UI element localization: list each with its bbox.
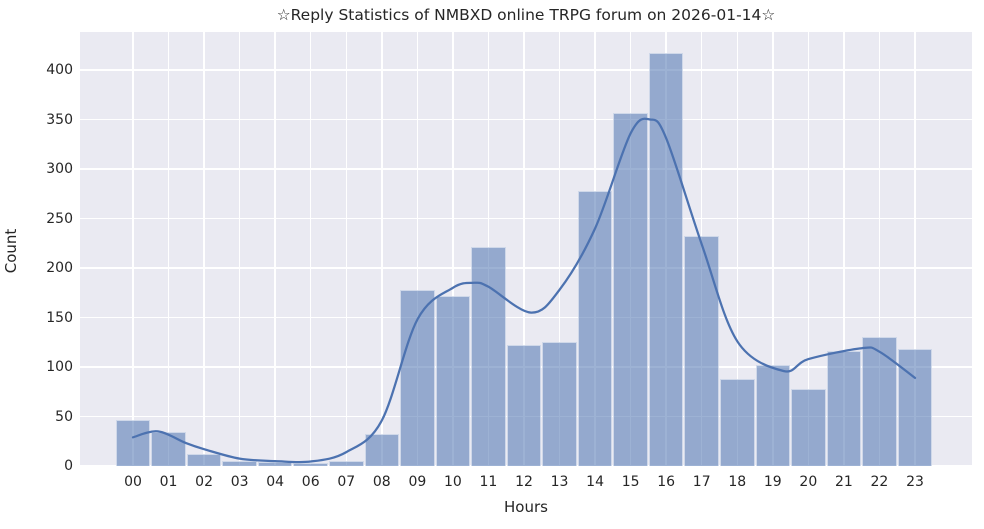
y-tick-400: 400 xyxy=(46,62,73,78)
gridline-v-04 xyxy=(274,32,276,466)
y-tick-50: 50 xyxy=(55,408,73,425)
bar-hour-10 xyxy=(435,295,471,466)
x-tick-13: 13 xyxy=(550,474,569,490)
bar-hour-02 xyxy=(186,454,222,466)
x-tick-16: 16 xyxy=(657,474,676,490)
gridline-v-07 xyxy=(345,32,347,466)
bar-hour-08 xyxy=(364,434,400,466)
gridline-v-13 xyxy=(558,32,561,466)
bar-hour-16 xyxy=(648,53,684,466)
gridline-v-12 xyxy=(523,32,525,466)
gridline-v-09 xyxy=(416,32,419,466)
x-tick-06: 06 xyxy=(301,474,320,490)
gridline-h-350 xyxy=(80,118,972,121)
y-tick-200: 200 xyxy=(46,260,73,276)
kde-curve-path xyxy=(131,117,917,464)
gridline-h-200 xyxy=(80,267,972,269)
gridline-v-08 xyxy=(381,32,383,466)
kde-curve xyxy=(131,117,917,464)
bar-hour-07 xyxy=(328,461,364,466)
bar-hour-06 xyxy=(293,463,329,466)
x-tick-15: 15 xyxy=(621,474,640,490)
gridline-v-23 xyxy=(914,32,916,466)
bar-hour-15 xyxy=(613,112,648,466)
bar-hour-12 xyxy=(506,345,542,466)
x-tick-00: 00 xyxy=(124,474,142,490)
x-tick-17: 17 xyxy=(692,474,711,490)
y-tick-150: 150 xyxy=(46,309,73,326)
y-tick-300: 300 xyxy=(46,161,73,177)
x-tick-04: 04 xyxy=(266,474,285,490)
gridline-v-22 xyxy=(878,32,881,466)
gridline-v-19 xyxy=(772,32,774,466)
bar-hour-19 xyxy=(755,365,791,466)
gridline-v-10 xyxy=(452,32,454,466)
x-tick-01: 01 xyxy=(159,474,178,490)
x-tick-14: 14 xyxy=(586,474,604,490)
x-tick-22: 22 xyxy=(870,474,889,490)
bar-hour-18 xyxy=(719,378,755,466)
gridline-v-02 xyxy=(203,32,205,466)
bar-hour-21 xyxy=(826,351,862,466)
bar-hour-17 xyxy=(684,236,719,466)
bar-hour-01 xyxy=(151,432,186,466)
x-tick-23: 23 xyxy=(906,474,924,490)
x-tick-08: 08 xyxy=(372,474,391,490)
x-tick-11: 11 xyxy=(479,474,498,490)
bar-hour-00 xyxy=(115,420,151,466)
y-axis-label: Count xyxy=(2,228,20,274)
gridline-v-00 xyxy=(132,32,134,466)
bar-hour-04 xyxy=(257,462,293,466)
bar-hour-13 xyxy=(542,342,577,466)
gridline-v-20 xyxy=(807,32,810,466)
x-tick-09: 09 xyxy=(408,474,427,490)
gridline-h-150 xyxy=(80,316,972,319)
x-tick-12: 12 xyxy=(515,474,533,490)
gridline-v-01 xyxy=(167,32,170,466)
y-tick-100: 100 xyxy=(46,359,73,375)
y-tick-350: 350 xyxy=(46,111,73,128)
plot-area xyxy=(80,32,972,467)
gridline-v-18 xyxy=(736,32,738,466)
gridline-h-400 xyxy=(80,69,972,71)
gridline-h-0 xyxy=(80,465,972,467)
x-tick-03: 03 xyxy=(230,474,249,490)
x-tick-19: 19 xyxy=(763,474,782,490)
y-tick-250: 250 xyxy=(46,210,73,227)
bar-hour-03 xyxy=(222,461,257,466)
gridline-v-21 xyxy=(843,32,845,466)
gridline-h-300 xyxy=(80,168,972,170)
x-tick-10: 10 xyxy=(443,474,462,490)
bar-hour-14 xyxy=(577,190,613,466)
y-tick-0: 0 xyxy=(64,458,73,474)
x-tick-20: 20 xyxy=(799,474,818,490)
x-tick-07: 07 xyxy=(337,474,356,490)
x-tick-18: 18 xyxy=(728,474,747,490)
x-tick-02: 02 xyxy=(195,474,213,490)
gridline-h-250 xyxy=(80,217,972,220)
bar-hour-20 xyxy=(791,388,826,466)
chart-title: ☆Reply Statistics of NMBXD online TRPG f… xyxy=(276,6,776,24)
x-axis-label: Hours xyxy=(504,498,548,516)
gridline-v-03 xyxy=(238,32,241,466)
x-tick-21: 21 xyxy=(834,474,853,490)
gridline-v-06 xyxy=(310,32,312,466)
